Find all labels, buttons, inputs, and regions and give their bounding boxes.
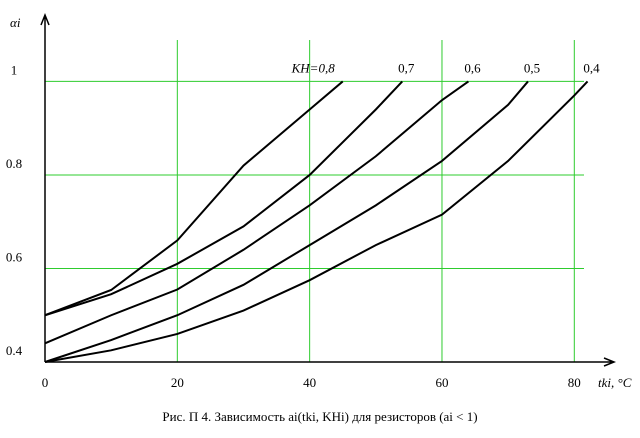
y-axis <box>40 12 50 362</box>
series-label: 0,6 <box>464 60 481 75</box>
x-tick-label: 40 <box>303 375 316 390</box>
series-label: KH=0,8 <box>291 60 336 75</box>
y-tick-label: 0.6 <box>6 249 23 264</box>
x-tick-label: 60 <box>435 375 448 390</box>
line <box>44 80 404 317</box>
line <box>44 80 589 363</box>
line <box>44 80 470 345</box>
line <box>44 80 344 317</box>
series-label: 0,7 <box>398 60 415 75</box>
y-tick-label: 0.8 <box>6 156 22 171</box>
y-axis-label: αi <box>10 15 21 30</box>
x-tick-label: 80 <box>568 375 581 390</box>
series-label: 0,4 <box>583 60 600 75</box>
x-axis-label: tki, °C <box>598 375 632 390</box>
y-tick-label: 1 <box>11 62 18 77</box>
y-tick-label: 0.4 <box>6 343 23 358</box>
series-label: 0,5 <box>524 60 540 75</box>
x-tick-label: 0 <box>42 375 49 390</box>
x-axis <box>45 357 617 367</box>
caption: Рис. П 4. Зависимость ai(tki, KHi) для р… <box>162 409 477 424</box>
line <box>44 80 529 363</box>
x-tick-label: 20 <box>171 375 184 390</box>
